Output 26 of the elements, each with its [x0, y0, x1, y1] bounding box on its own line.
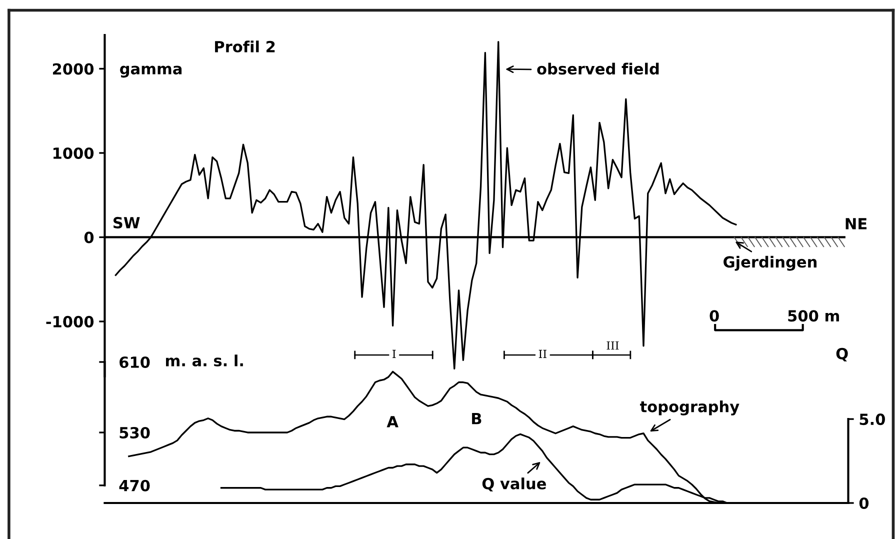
annotation: topography	[640, 400, 740, 416]
chart-title: Profil 2	[215, 40, 275, 52]
y-axis-title: gamma	[120, 66, 182, 78]
annotation: Gjerdingen	[724, 256, 816, 271]
y-tick-label: 610	[120, 356, 150, 368]
y-tick-label: 530	[120, 426, 150, 439]
annotation: II	[538, 350, 546, 358]
y-tick-label: -1000	[46, 316, 94, 328]
annotation: observed field	[537, 62, 659, 75]
annotation: B	[472, 413, 482, 424]
y2-axis-title: Q	[836, 348, 848, 362]
text: 500 m	[788, 310, 839, 322]
annotation: SW	[114, 216, 140, 228]
y-tick-label: 470	[119, 480, 150, 492]
annotation: I	[392, 350, 396, 358]
y2-tick-label: 5.0	[860, 414, 885, 426]
annotation: Q value	[482, 478, 546, 492]
annotation: A	[386, 416, 398, 428]
y-tick-label: 0	[84, 232, 94, 244]
y-axis-title: m. a. s. l.	[166, 354, 243, 366]
annotation: 0	[710, 310, 719, 322]
y2-tick-label: 0	[859, 497, 869, 510]
y-tick-label: 1000	[54, 147, 94, 159]
y-tick-label: 2000	[52, 63, 94, 75]
text: NE	[846, 218, 866, 230]
annotation: III	[606, 341, 619, 350]
